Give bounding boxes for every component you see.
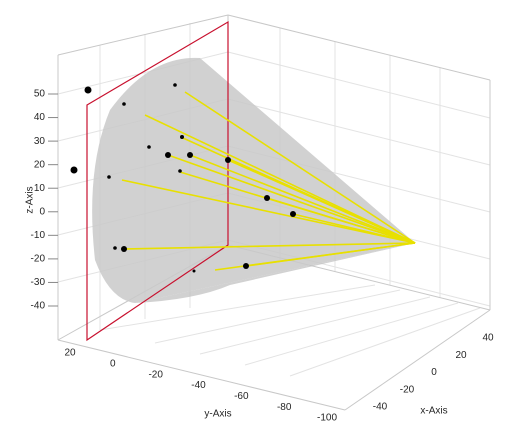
z-tick-label: -10: [31, 230, 46, 241]
y-tick-label: -20: [148, 369, 163, 380]
y-tick-label: -40: [191, 380, 206, 391]
z-tick-label: 50: [34, 89, 46, 100]
image-plane: [86, 20, 229, 342]
z-axis-label: z-Axis: [25, 186, 36, 213]
z-tick-label: -20: [31, 254, 46, 265]
axes-box: [57, 14, 491, 411]
cone-side: [135, 243, 415, 303]
x-tick-label: 0: [431, 367, 437, 378]
z-tick-label: -30: [31, 277, 46, 288]
z-tick-label: 0: [39, 206, 45, 217]
y-tick-label: 20: [64, 348, 76, 359]
y-tick-label: -60: [234, 391, 249, 402]
x-tick-label: 40: [482, 333, 494, 344]
x-tick-label: 20: [455, 350, 467, 361]
x-tick-label: -40: [373, 402, 388, 413]
x-tick-label: -20: [400, 384, 415, 395]
y-tick-label: -100: [317, 413, 337, 424]
z-tick-label: -40: [31, 301, 46, 312]
z-tick-label: 10: [34, 183, 46, 194]
z-tick-label: 40: [34, 112, 46, 123]
points: [70, 83, 296, 273]
rays: [121, 91, 416, 271]
y-tick-label: 0: [110, 358, 116, 369]
y-axis-label: y-Axis: [204, 409, 231, 420]
x-axis-label: x-Axis: [420, 406, 447, 417]
z-tick-label: 30: [34, 136, 46, 147]
z-tick-label: 20: [34, 159, 46, 170]
y-tick-label: -80: [277, 402, 292, 413]
